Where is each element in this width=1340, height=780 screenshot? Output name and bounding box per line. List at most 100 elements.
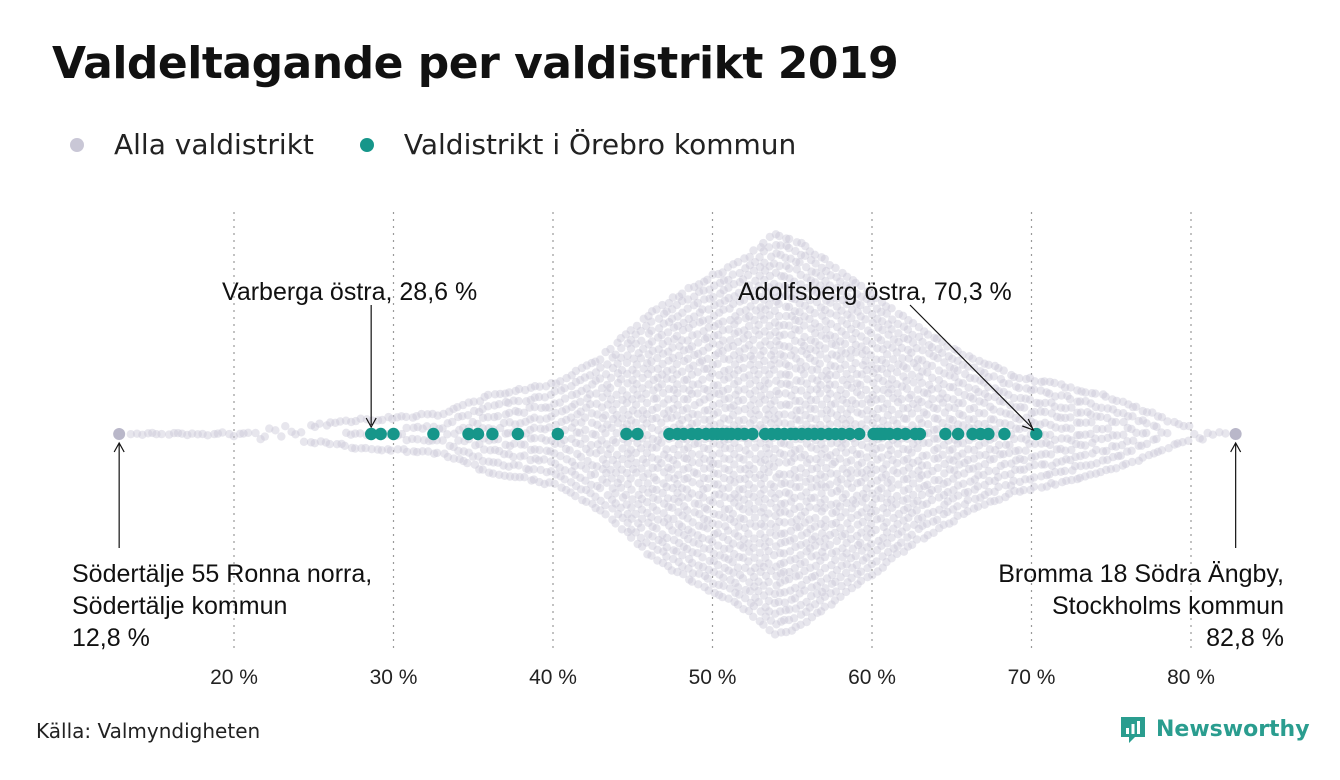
district-point bbox=[856, 477, 866, 487]
district-point bbox=[612, 390, 621, 399]
district-point bbox=[975, 356, 984, 366]
district-point bbox=[618, 395, 627, 405]
district-point bbox=[603, 491, 612, 500]
district-point bbox=[802, 539, 811, 548]
district-point bbox=[786, 351, 796, 360]
district-point bbox=[857, 399, 867, 408]
district-point bbox=[193, 430, 202, 439]
district-point bbox=[832, 507, 841, 516]
district-point bbox=[806, 494, 816, 503]
district-point bbox=[567, 478, 576, 487]
district-point bbox=[653, 495, 663, 504]
district-point bbox=[802, 263, 811, 272]
district-point bbox=[909, 499, 918, 508]
district-point bbox=[756, 351, 765, 360]
district-point bbox=[662, 414, 672, 423]
district-point bbox=[795, 299, 804, 308]
district-point bbox=[775, 321, 784, 330]
district-point bbox=[759, 503, 768, 512]
district-point bbox=[852, 560, 862, 570]
district-point bbox=[899, 414, 909, 423]
district-point bbox=[974, 462, 983, 471]
district-point bbox=[754, 410, 763, 420]
district-point bbox=[688, 457, 697, 467]
district-point bbox=[749, 464, 758, 474]
district-point bbox=[802, 283, 812, 293]
district-point bbox=[684, 283, 693, 293]
district-point bbox=[853, 511, 862, 520]
district-point bbox=[746, 419, 755, 428]
district-point bbox=[787, 294, 796, 303]
district-point bbox=[618, 444, 627, 453]
district-point bbox=[652, 394, 661, 403]
orebro-district-point bbox=[843, 427, 856, 441]
district-point bbox=[762, 443, 771, 453]
district-point bbox=[974, 408, 984, 418]
district-point bbox=[989, 405, 998, 414]
district-point bbox=[771, 327, 780, 337]
district-point bbox=[857, 546, 866, 555]
district-point bbox=[756, 450, 766, 459]
district-point bbox=[765, 283, 774, 292]
district-point bbox=[699, 473, 708, 483]
district-point bbox=[810, 600, 820, 609]
district-point bbox=[265, 424, 274, 433]
district-point bbox=[657, 459, 666, 468]
district-point bbox=[689, 468, 699, 477]
district-point bbox=[654, 345, 663, 354]
district-point bbox=[817, 489, 826, 498]
district-point bbox=[514, 461, 523, 470]
district-point bbox=[876, 514, 886, 523]
orebro-district-point bbox=[982, 427, 995, 441]
district-point bbox=[1029, 482, 1039, 491]
district-point bbox=[847, 504, 857, 513]
district-point bbox=[754, 587, 763, 596]
district-point bbox=[703, 516, 712, 525]
district-point bbox=[703, 406, 713, 415]
district-point bbox=[822, 406, 832, 415]
district-point bbox=[815, 568, 825, 577]
district-point bbox=[848, 496, 858, 505]
district-point bbox=[734, 416, 744, 425]
district-point bbox=[996, 407, 1005, 416]
district-point bbox=[842, 560, 851, 569]
all-districts-points bbox=[126, 230, 1230, 639]
district-point bbox=[981, 450, 990, 460]
district-point bbox=[716, 289, 725, 298]
district-point bbox=[848, 364, 857, 374]
district-point bbox=[607, 423, 616, 432]
district-point bbox=[647, 337, 657, 346]
district-point bbox=[653, 373, 662, 382]
district-point bbox=[861, 346, 871, 355]
district-point bbox=[669, 323, 679, 332]
district-point bbox=[705, 456, 715, 465]
district-point bbox=[935, 394, 944, 403]
district-point bbox=[848, 296, 857, 305]
district-point bbox=[1021, 435, 1031, 444]
district-point bbox=[1052, 445, 1062, 454]
district-point bbox=[847, 483, 857, 493]
district-point bbox=[709, 292, 718, 302]
district-point bbox=[1152, 434, 1161, 444]
district-point bbox=[709, 549, 718, 558]
district-point bbox=[623, 480, 632, 489]
district-point bbox=[842, 281, 851, 290]
district-point bbox=[796, 280, 805, 289]
district-point bbox=[1132, 428, 1141, 437]
district-point bbox=[458, 412, 467, 421]
district-point bbox=[659, 518, 669, 527]
district-point bbox=[471, 441, 480, 450]
district-point bbox=[704, 323, 713, 332]
district-point bbox=[818, 311, 827, 320]
district-point bbox=[942, 393, 952, 403]
district-point bbox=[730, 370, 739, 379]
district-point bbox=[734, 377, 743, 386]
district-point bbox=[929, 352, 938, 361]
district-point bbox=[871, 506, 880, 516]
district-point bbox=[950, 372, 959, 382]
district-point bbox=[384, 412, 393, 422]
district-point bbox=[1035, 399, 1044, 408]
district-point bbox=[792, 238, 802, 247]
district-point bbox=[822, 266, 831, 276]
district-point bbox=[832, 311, 841, 320]
